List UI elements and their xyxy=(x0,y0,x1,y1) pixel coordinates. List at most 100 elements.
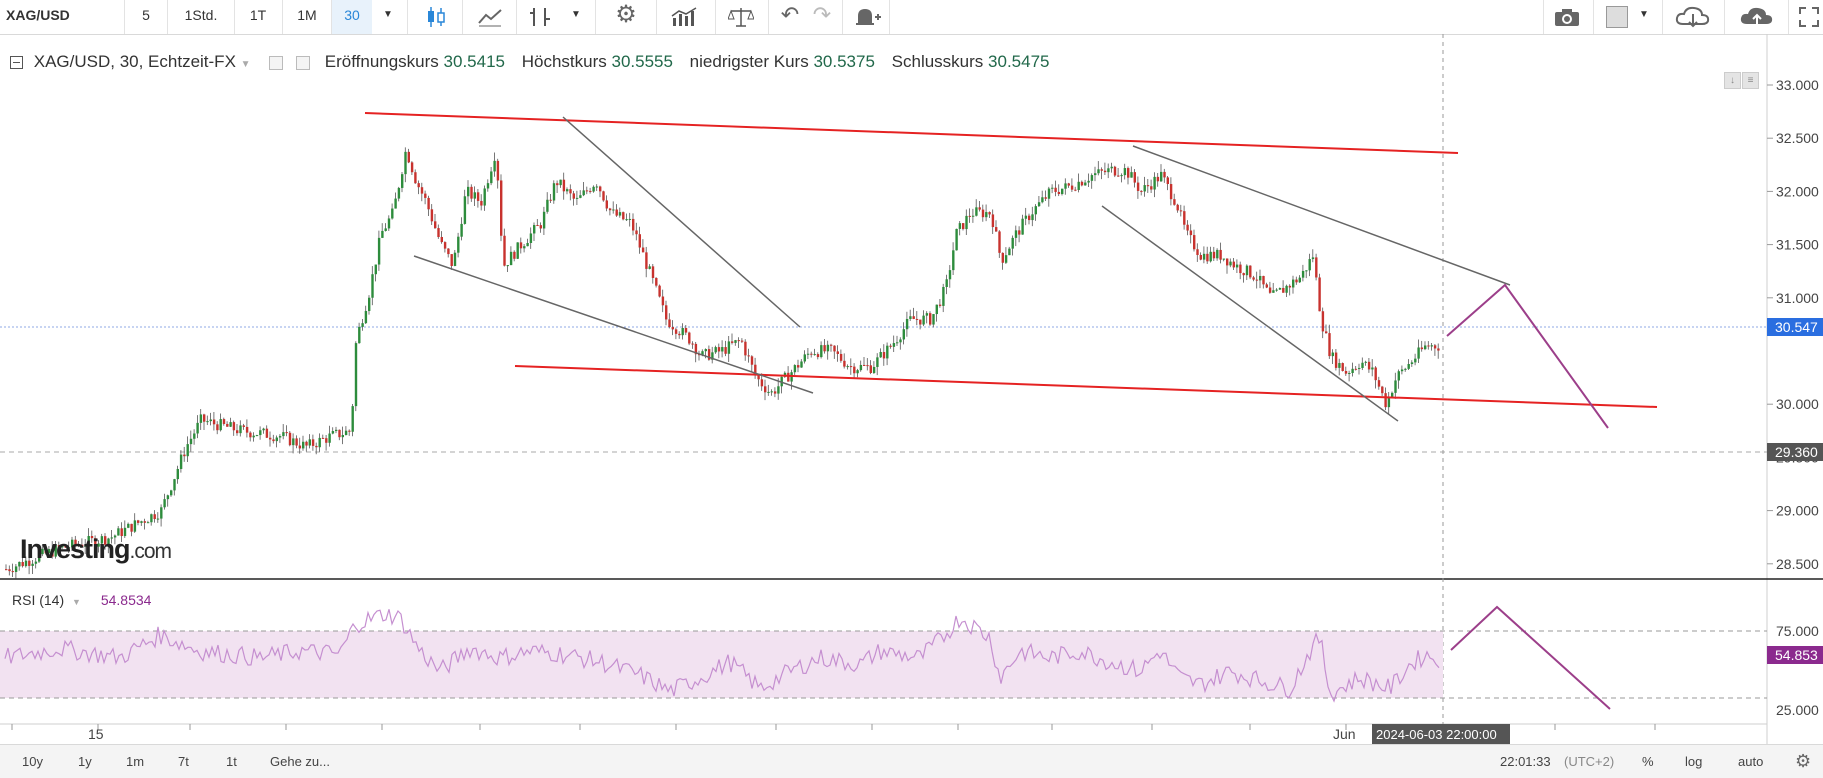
candle-body xyxy=(143,521,146,523)
bottom-bar: 10y 1y 1m 7t 1t Gehe zu... 22:01:33 (UTC… xyxy=(0,744,1823,778)
candle-body xyxy=(1427,345,1430,347)
percent-toggle[interactable]: % xyxy=(1642,754,1654,769)
candle-body xyxy=(222,419,226,424)
interval-30m-button[interactable]: 30 xyxy=(332,0,372,34)
toolbar-separator xyxy=(516,0,517,34)
candle-body xyxy=(523,246,526,249)
candle-body xyxy=(1034,206,1037,215)
compare-bars-icon[interactable] xyxy=(670,6,700,28)
redo-icon[interactable]: ↷ xyxy=(812,2,832,27)
candle-body xyxy=(440,236,443,243)
candle-body xyxy=(1199,254,1202,260)
candle-body xyxy=(463,196,467,224)
candle-body xyxy=(1041,197,1044,203)
candle-body xyxy=(816,354,820,358)
projection-path-rsi[interactable] xyxy=(1450,605,1611,710)
log-toggle[interactable]: log xyxy=(1685,754,1703,769)
price-chart[interactable]: 33.00032.50032.00031.50031.00030.00029.5… xyxy=(0,34,1823,744)
candle-body xyxy=(34,561,38,564)
auto-scale-toggle[interactable]: auto xyxy=(1738,754,1764,769)
collapse-legend-icon[interactable] xyxy=(10,56,23,70)
candle-body xyxy=(694,343,698,355)
candle-body xyxy=(90,536,94,539)
goto-date-button[interactable]: Gehe zu... xyxy=(270,754,330,769)
wedge1-lower-trendline[interactable] xyxy=(413,255,814,394)
candle-body xyxy=(94,538,97,547)
candle-body xyxy=(1008,248,1011,256)
cloud-download-icon[interactable] xyxy=(1674,4,1712,30)
candle-body xyxy=(1140,190,1143,192)
candle-body xyxy=(971,215,975,217)
interval-dropdown-chevron-icon[interactable]: ▼ xyxy=(383,9,393,20)
compare-scale-icon[interactable] xyxy=(728,6,754,28)
candle-body xyxy=(1410,362,1414,365)
legend-dropdown-chevron-icon[interactable]: ▼ xyxy=(240,59,251,70)
wedge2-lower-trendline[interactable] xyxy=(1101,205,1399,422)
pane-menu-icon[interactable]: ≡ xyxy=(1742,72,1759,89)
settings-gear-icon[interactable]: ⚙ xyxy=(1795,751,1812,771)
candle-body xyxy=(199,414,203,423)
range-7t-button[interactable]: 7t xyxy=(178,754,189,769)
candle-body xyxy=(562,179,566,192)
candle-body xyxy=(348,430,351,432)
wedge1-upper-trendline[interactable] xyxy=(562,116,801,328)
interval-5m-button[interactable]: 5 xyxy=(142,7,150,23)
layout-square-icon[interactable] xyxy=(1606,6,1628,28)
candle-body xyxy=(110,537,113,539)
range-1m-button[interactable]: 1m xyxy=(126,754,145,769)
symbol-input[interactable]: XAG/USD xyxy=(6,7,70,23)
toolbar-separator xyxy=(167,0,168,34)
line-chart-type-icon[interactable] xyxy=(477,6,503,28)
legend-settings-icon[interactable] xyxy=(296,55,311,70)
candle-body xyxy=(245,426,249,433)
interval-1month-button[interactable]: 1M xyxy=(297,7,317,23)
cloud-upload-icon[interactable] xyxy=(1738,4,1776,30)
candle-body xyxy=(605,200,608,209)
fullscreen-icon[interactable] xyxy=(1798,6,1820,28)
candle-body xyxy=(1292,279,1295,288)
interval-1h-button[interactable]: 1Std. xyxy=(184,7,218,23)
candle-body xyxy=(529,233,533,243)
candle-body xyxy=(1186,224,1189,231)
layout-dropdown-chevron-icon[interactable]: ▼ xyxy=(1639,9,1649,20)
candle-body xyxy=(820,345,823,358)
candle-body xyxy=(1014,230,1018,238)
candle-body xyxy=(773,391,777,394)
indicators-icon[interactable] xyxy=(528,5,554,29)
candle-body xyxy=(295,438,298,446)
camera-snapshot-icon[interactable] xyxy=(1553,6,1581,28)
candle-body xyxy=(599,186,602,192)
settings-gear-icon[interactable]: ⚙ xyxy=(615,1,637,28)
scroll-down-icon[interactable]: ↓ xyxy=(1724,72,1741,89)
wedge2-upper-trendline[interactable] xyxy=(1132,145,1511,286)
alert-bell-icon[interactable] xyxy=(852,5,882,29)
rsi-dropdown-chevron-icon[interactable]: ▼ xyxy=(72,597,81,607)
interval-1d-button[interactable]: 1T xyxy=(249,7,267,23)
indicators-dropdown-chevron-icon[interactable]: ▼ xyxy=(571,9,581,20)
range-10y-button[interactable]: 10y xyxy=(22,754,43,769)
lower-channel-trendline[interactable] xyxy=(514,365,1658,408)
timezone-label[interactable]: (UTC+2) xyxy=(1564,754,1615,769)
candle-body xyxy=(1381,386,1384,394)
candle-body xyxy=(929,313,932,325)
range-1t-button[interactable]: 1t xyxy=(226,754,237,769)
range-1y-button[interactable]: 1y xyxy=(78,754,92,769)
candle-body xyxy=(38,554,41,562)
candle-body xyxy=(793,365,797,373)
candle-body xyxy=(1318,277,1321,312)
candle-body xyxy=(1193,235,1196,250)
legend-visibility-icon[interactable] xyxy=(269,55,284,70)
candle-body xyxy=(473,192,476,199)
candle-body xyxy=(955,228,958,251)
candle-body xyxy=(1344,371,1348,374)
candle-body xyxy=(566,189,569,192)
candle-body xyxy=(490,171,493,184)
candles-chart-type-icon[interactable] xyxy=(425,6,447,28)
projection-path-price[interactable] xyxy=(1446,283,1609,429)
candle-body xyxy=(536,225,539,227)
upper-channel-trendline[interactable] xyxy=(364,112,1459,154)
candle-body xyxy=(344,430,348,435)
candle-body xyxy=(876,357,879,367)
candle-body xyxy=(740,340,744,342)
undo-icon[interactable]: ↶ xyxy=(780,2,800,27)
